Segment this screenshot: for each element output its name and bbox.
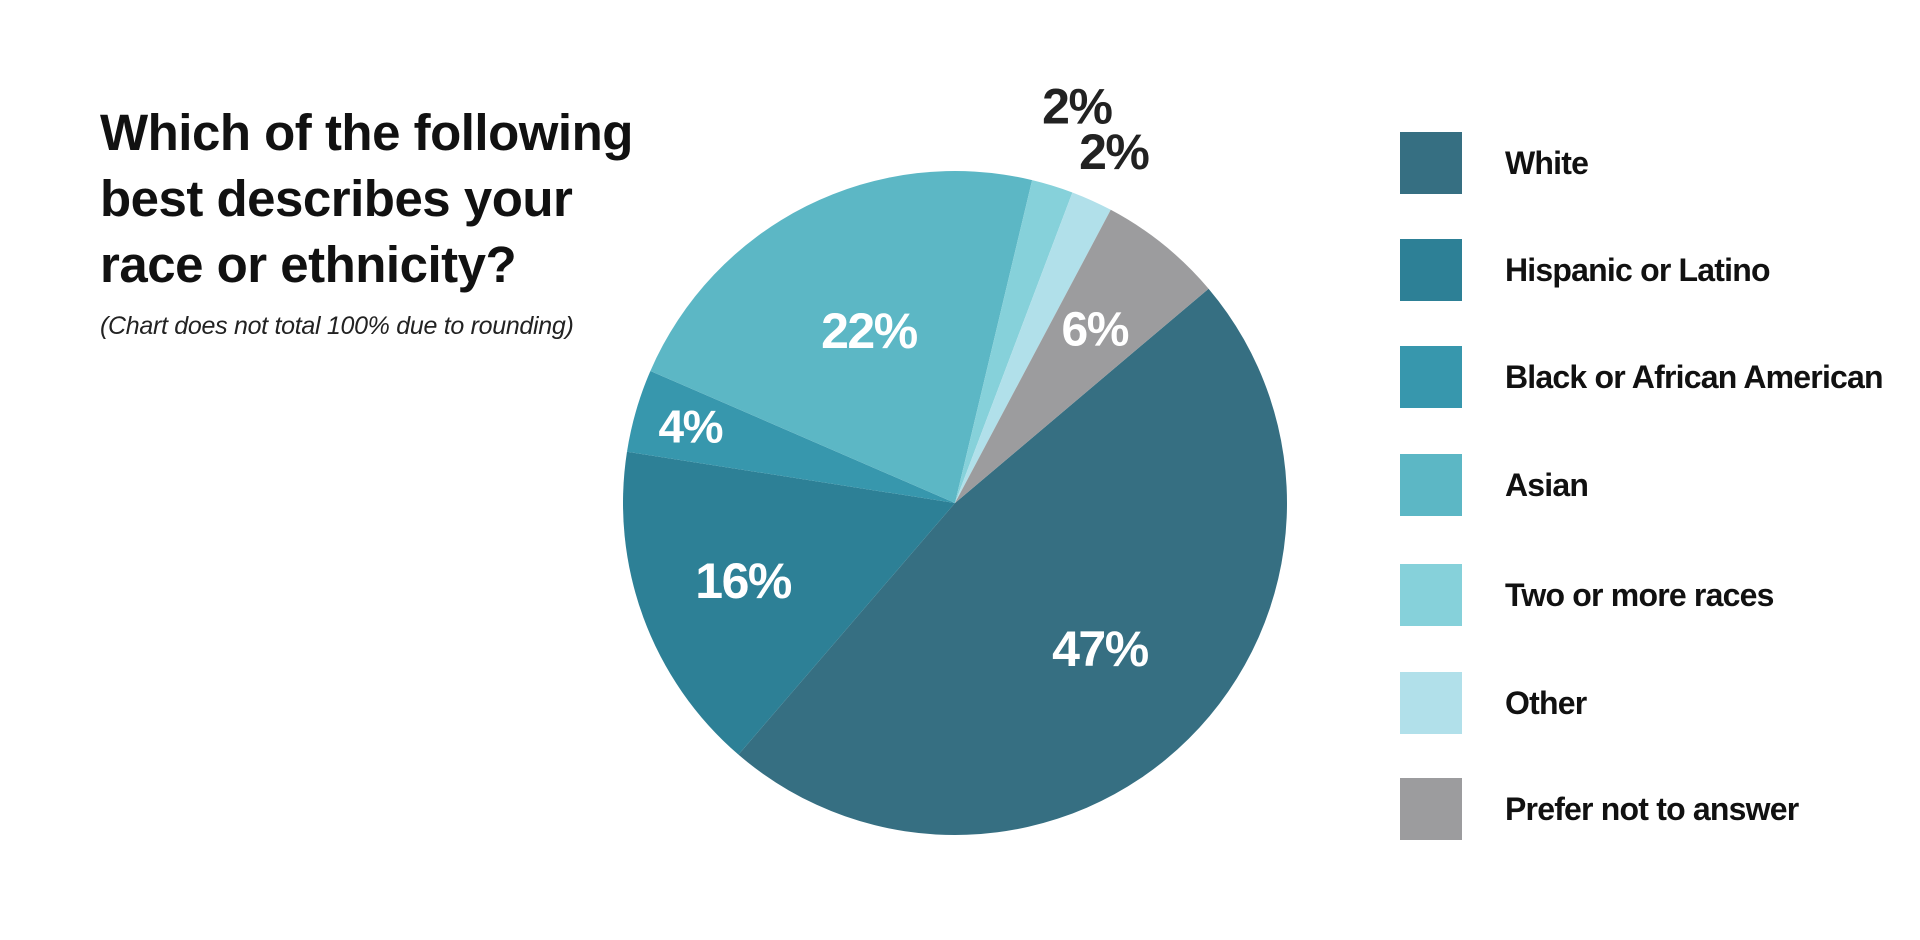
legend-swatch-two-or-more-races xyxy=(1400,564,1462,626)
chart-subtitle: (Chart does not total 100% due to roundi… xyxy=(100,312,574,340)
legend-item-white: White xyxy=(1400,132,1920,194)
legend-label-prefer-not-to-answer: Prefer not to answer xyxy=(1505,791,1799,827)
legend-item-black-or-african-american: Black or African American xyxy=(1400,346,1920,408)
pie-slice-hispanic-or-latino xyxy=(623,451,955,755)
legend-label-hispanic-or-latino: Hispanic or Latino xyxy=(1505,252,1771,288)
pie-slice-two-or-more-races xyxy=(955,180,1073,503)
legend-item-two-or-more-races: Two or more races xyxy=(1400,564,1920,626)
legend-swatch-prefer-not-to-answer xyxy=(1400,778,1462,840)
data-label-black-or-african-american: 4% xyxy=(659,400,723,452)
chart-title-line-2: best describes your xyxy=(100,170,573,227)
legend-swatch-hispanic-or-latino xyxy=(1400,239,1462,301)
data-label-white: 47% xyxy=(1052,621,1149,677)
data-label-asian: 22% xyxy=(821,303,918,359)
pie-slice-prefer-not-to-answer xyxy=(955,209,1209,503)
data-label-hispanic-or-latino: 16% xyxy=(695,553,792,609)
pie-slice-asian xyxy=(650,170,1033,504)
legend-label-asian: Asian xyxy=(1505,467,1589,503)
legend-label-two-or-more-races: Two or more races xyxy=(1505,577,1774,613)
chart-title: Which of the following best describes yo… xyxy=(100,100,660,298)
pie-slice-white xyxy=(738,288,1287,836)
legend-swatch-white xyxy=(1400,132,1462,194)
chart-title-line-1: Which of the following xyxy=(100,104,633,161)
legend-label-white: White xyxy=(1505,145,1589,181)
data-label-other: 2% xyxy=(1079,124,1149,180)
legend-swatch-black-or-african-american xyxy=(1400,346,1462,408)
legend-item-hispanic-or-latino: Hispanic or Latino xyxy=(1400,239,1920,301)
title-block: Which of the following best describes yo… xyxy=(100,100,660,341)
data-label-two-or-more-races: 2% xyxy=(1042,78,1112,134)
legend-item-other: Other xyxy=(1400,672,1920,734)
legend-swatch-other xyxy=(1400,672,1462,734)
legend-swatch-asian xyxy=(1400,454,1462,516)
legend-item-prefer-not-to-answer: Prefer not to answer xyxy=(1400,778,1920,840)
data-label-prefer-not-to-answer: 6% xyxy=(1062,303,1129,356)
pie-slice-other xyxy=(955,192,1111,503)
pie-slice-black-or-african-american xyxy=(626,370,955,503)
legend-label-other: Other xyxy=(1505,685,1587,721)
legend-label-black-or-african-american: Black or African American xyxy=(1505,359,1884,395)
chart-title-line-3: race or ethnicity? xyxy=(100,236,517,293)
legend-item-asian: Asian xyxy=(1400,454,1920,516)
